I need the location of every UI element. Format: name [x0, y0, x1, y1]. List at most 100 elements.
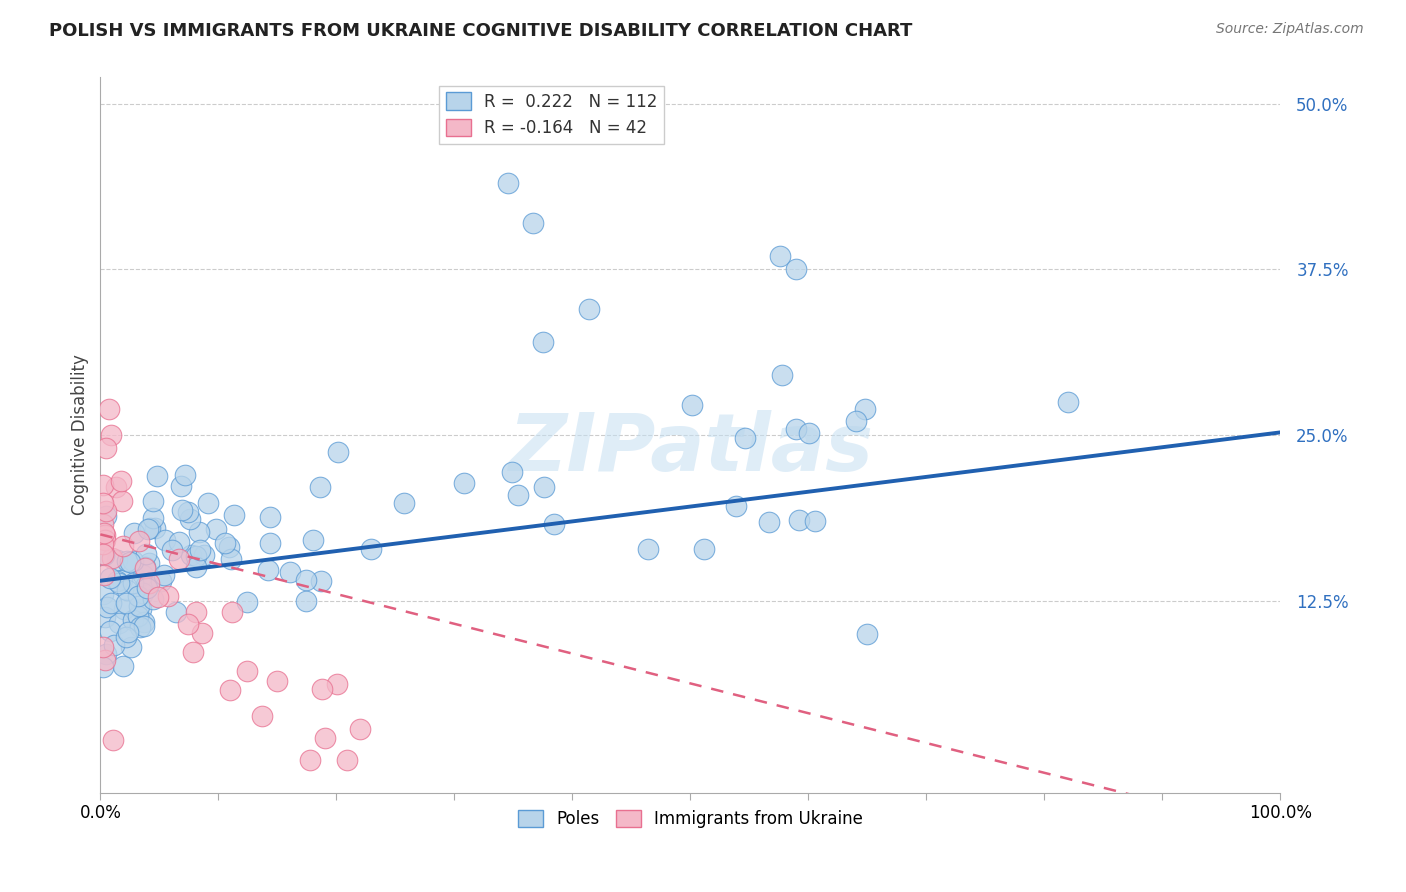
Point: [184, 549, 207, 563]
Point: [127, 589, 149, 603]
Point: [103, 638, 125, 652]
Point: [236, 664, 259, 678]
Point: [734, 431, 756, 445]
Point: [770, 368, 793, 383]
Point: [91, 495, 114, 509]
Point: [94, 647, 117, 661]
Point: [98, 571, 121, 585]
Point: [301, 533, 323, 547]
Point: [94, 653, 117, 667]
Point: [138, 556, 160, 570]
Point: [785, 262, 807, 277]
Point: [856, 626, 879, 640]
Point: [108, 615, 131, 630]
Point: [101, 550, 124, 565]
Point: [111, 539, 134, 553]
Point: [314, 731, 336, 746]
Point: [134, 560, 156, 574]
Point: [94, 528, 117, 542]
Point: [309, 574, 332, 588]
Point: [145, 469, 167, 483]
Point: [167, 552, 190, 566]
Point: [522, 216, 544, 230]
Point: [259, 536, 281, 550]
Point: [143, 520, 166, 534]
Text: POLISH VS IMMIGRANTS FROM UKRAINE COGNITIVE DISABILITY CORRELATION CHART: POLISH VS IMMIGRANTS FROM UKRAINE COGNIT…: [49, 22, 912, 40]
Point: [188, 542, 211, 557]
Point: [142, 511, 165, 525]
Point: [308, 480, 330, 494]
Point: [104, 480, 127, 494]
Point: [136, 522, 159, 536]
Point: [219, 683, 242, 698]
Point: [97, 401, 120, 416]
Point: [132, 615, 155, 629]
Point: [797, 426, 820, 441]
Point: [132, 585, 155, 599]
Point: [326, 677, 349, 691]
Point: [91, 547, 114, 561]
Point: [160, 543, 183, 558]
Point: [120, 640, 142, 654]
Point: [496, 177, 519, 191]
Point: [266, 673, 288, 688]
Point: [298, 753, 321, 767]
Point: [124, 526, 146, 541]
Point: [128, 620, 150, 634]
Point: [170, 478, 193, 492]
Point: [91, 586, 114, 600]
Point: [103, 732, 125, 747]
Point: [134, 619, 156, 633]
Point: [110, 474, 132, 488]
Point: [785, 422, 807, 436]
Point: [108, 576, 131, 591]
Point: [94, 509, 117, 524]
Point: [128, 533, 150, 548]
Point: [100, 596, 122, 610]
Point: [578, 302, 600, 317]
Point: [115, 554, 138, 568]
Point: [100, 428, 122, 442]
Point: [135, 578, 157, 592]
Point: [93, 549, 115, 563]
Point: [94, 610, 117, 624]
Point: [135, 547, 157, 561]
Point: [769, 249, 792, 263]
Point: [543, 517, 565, 532]
Point: [533, 480, 555, 494]
Point: [222, 508, 245, 522]
Point: [349, 723, 371, 737]
Legend: Poles, Immigrants from Ukraine: Poles, Immigrants from Ukraine: [510, 803, 870, 834]
Point: [93, 533, 115, 547]
Point: [177, 505, 200, 519]
Point: [138, 575, 160, 590]
Point: [186, 560, 208, 574]
Point: [100, 624, 122, 638]
Point: [853, 401, 876, 416]
Point: [758, 516, 780, 530]
Point: [681, 398, 703, 412]
Point: [392, 496, 415, 510]
Point: [93, 567, 115, 582]
Point: [804, 514, 827, 528]
Point: [122, 576, 145, 591]
Point: [91, 478, 114, 492]
Point: [157, 589, 180, 603]
Point: [122, 554, 145, 568]
Point: [111, 493, 134, 508]
Point: [114, 596, 136, 610]
Point: [187, 524, 209, 539]
Point: [149, 574, 172, 588]
Y-axis label: Cognitive Disability: Cognitive Disability: [72, 355, 89, 516]
Point: [136, 581, 159, 595]
Point: [278, 565, 301, 579]
Point: [167, 534, 190, 549]
Point: [132, 567, 155, 582]
Point: [94, 442, 117, 456]
Point: [94, 503, 117, 517]
Point: [115, 631, 138, 645]
Point: [153, 568, 176, 582]
Point: [197, 496, 219, 510]
Point: [181, 645, 204, 659]
Point: [146, 591, 169, 605]
